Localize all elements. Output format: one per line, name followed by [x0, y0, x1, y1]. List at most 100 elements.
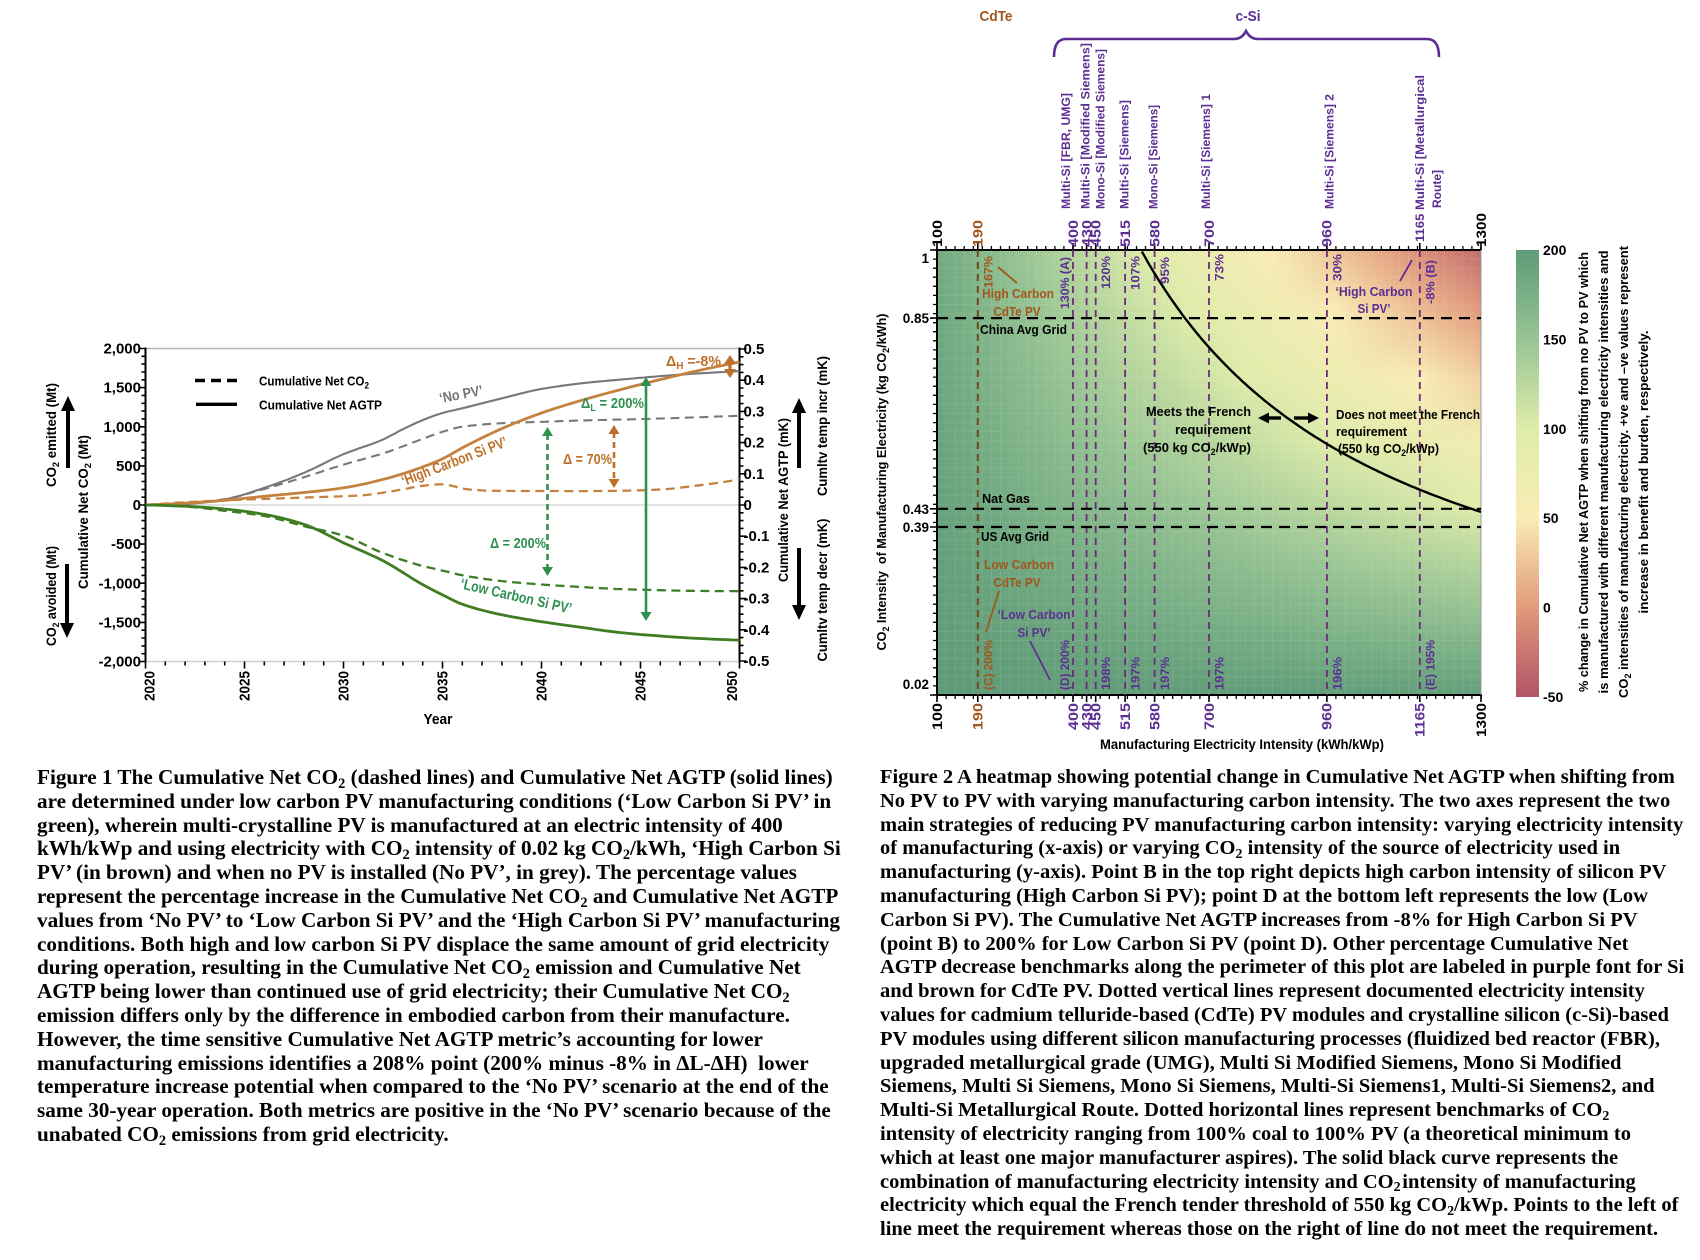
svg-text:120%: 120%	[1099, 256, 1113, 289]
svg-text:Manufacturing Electricity Inte: Manufacturing Electricity Intensity (kWh…	[1100, 737, 1384, 753]
svg-text:Does not meet the French: Does not meet the French	[1336, 407, 1480, 422]
svg-text:30%: 30%	[1330, 254, 1344, 281]
svg-text:Route]: Route]	[1430, 170, 1444, 208]
svg-text:197%: 197%	[1129, 657, 1143, 690]
svg-text:196%: 196%	[1330, 657, 1344, 690]
svg-text:130% (A): 130% (A)	[1058, 257, 1072, 309]
svg-text:1165 Multi-Si [Metallurgical: 1165 Multi-Si [Metallurgical	[1413, 75, 1427, 242]
svg-text:CO2 Intensity of Manufacturin: CO2 Intensity of Manufacturing Electrici…	[874, 313, 891, 650]
svg-text:960: 960	[1320, 220, 1335, 247]
svg-text:c-Si: c-Si	[1236, 8, 1261, 25]
svg-text:515: 515	[1118, 219, 1133, 247]
svg-text:430: 430	[1079, 220, 1094, 247]
svg-text:High Carbon: High Carbon	[982, 287, 1054, 301]
svg-text:0.2: 0.2	[744, 435, 765, 452]
svg-text:50: 50	[1543, 510, 1559, 526]
svg-text:-0.2: -0.2	[744, 559, 770, 576]
svg-text:Cumulative Net CO2: Cumulative Net CO2	[259, 374, 369, 391]
svg-text:700: 700	[1202, 220, 1217, 247]
svg-text:515: 515	[1118, 702, 1133, 730]
svg-text:Cumulative Net CO2 (Mt): Cumulative Net CO2 (Mt)	[76, 435, 94, 589]
svg-text:580: 580	[1147, 703, 1162, 730]
svg-text:CdTe: CdTe	[980, 8, 1013, 25]
svg-text:(D) 200%: (D) 200%	[1058, 640, 1072, 690]
svg-text:1: 1	[921, 251, 929, 266]
svg-text:2035: 2035	[436, 671, 452, 701]
svg-text:400: 400	[1066, 220, 1081, 247]
svg-text:167%: 167%	[981, 256, 995, 288]
svg-text:150: 150	[1543, 331, 1567, 347]
svg-text:200: 200	[1543, 242, 1567, 258]
svg-text:0.39: 0.39	[903, 520, 929, 535]
svg-text:100: 100	[1543, 421, 1567, 437]
svg-text:2025: 2025	[238, 671, 254, 701]
svg-text:Multi-Si [Siemens] 1: Multi-Si [Siemens] 1	[1199, 94, 1213, 209]
svg-text:Multi-Si [FBR, UMG]: Multi-Si [FBR, UMG]	[1059, 93, 1073, 209]
svg-text:73%: 73%	[1213, 254, 1227, 281]
svg-text:1165: 1165	[1413, 702, 1428, 737]
svg-text:2,000: 2,000	[103, 341, 141, 358]
svg-text:500: 500	[116, 458, 141, 475]
svg-text:580: 580	[1147, 220, 1162, 247]
svg-text:is manufactured with different: is manufactured with different manufactu…	[1596, 251, 1611, 694]
svg-text:(E) 195%: (E) 195%	[1423, 640, 1437, 690]
svg-text:-8% (B): -8% (B)	[1423, 260, 1437, 304]
svg-text:197%: 197%	[1213, 657, 1227, 690]
svg-text:190: 190	[971, 703, 986, 730]
svg-text:2040: 2040	[535, 671, 551, 701]
svg-text:requirement: requirement	[1336, 424, 1408, 439]
svg-text:Year: Year	[424, 711, 453, 728]
svg-text:China Avg Grid: China Avg Grid	[980, 323, 1067, 337]
svg-text:Cumulative Net AGTP: Cumulative Net AGTP	[259, 397, 382, 412]
svg-text:% change in Cumulative Net AGT: % change in Cumulative Net AGTP when shi…	[1576, 252, 1591, 692]
svg-text:0.4: 0.4	[744, 372, 766, 389]
svg-text:0.1: 0.1	[744, 466, 765, 483]
svg-text:2030: 2030	[337, 671, 353, 701]
svg-text:CdTe PV: CdTe PV	[994, 305, 1042, 319]
svg-text:ΔL = 200%: ΔL = 200%	[581, 395, 644, 414]
svg-text:Si PV’: Si PV’	[1358, 302, 1391, 316]
svg-text:Mono-Si [Modified Siemens]: Mono-Si [Modified Siemens]	[1094, 49, 1108, 209]
svg-text:Cumulative Net AGTP (mK): Cumulative Net AGTP (mK)	[776, 418, 791, 582]
svg-text:0: 0	[744, 497, 752, 514]
svg-text:Cumltv temp incr (mK): Cumltv temp incr (mK)	[815, 356, 830, 496]
svg-text:CO2 emitted (Mt): CO2 emitted (Mt)	[44, 383, 62, 487]
svg-text:-0.3: -0.3	[744, 591, 770, 608]
svg-text:Multi-Si [Siemens]: Multi-Si [Siemens]	[1117, 100, 1131, 209]
svg-text:2045: 2045	[634, 671, 650, 701]
svg-text:‘High Carbon: ‘High Carbon	[1336, 285, 1413, 299]
svg-text:2050: 2050	[725, 671, 741, 701]
svg-text:450: 450	[1088, 220, 1103, 247]
svg-text:Nat Gas: Nat Gas	[982, 492, 1030, 506]
svg-text:0.3: 0.3	[744, 403, 765, 420]
svg-text:CO2 intensities of manufacturi: CO2 intensities of manufacturing electri…	[1616, 245, 1633, 698]
svg-text:Mono-Si [Siemens]: Mono-Si [Siemens]	[1146, 105, 1160, 209]
svg-text:1,000: 1,000	[103, 419, 141, 436]
svg-text:400: 400	[1066, 703, 1081, 730]
svg-text:100: 100	[930, 703, 945, 730]
svg-text:107%: 107%	[1129, 256, 1143, 290]
svg-text:Δ = 70%: Δ = 70%	[563, 451, 612, 468]
svg-text:1,500: 1,500	[103, 380, 141, 397]
svg-text:(C) 200%: (C) 200%	[981, 640, 995, 690]
svg-text:Δ = 200%: Δ = 200%	[490, 535, 546, 552]
svg-text:‘Low Carbon: ‘Low Carbon	[998, 608, 1071, 622]
svg-text:197%: 197%	[1158, 657, 1172, 690]
svg-text:CO2 avoided (Mt): CO2 avoided (Mt)	[44, 546, 62, 646]
svg-text:0: 0	[1543, 600, 1551, 616]
svg-text:0: 0	[133, 497, 141, 514]
svg-text:190: 190	[971, 220, 986, 247]
svg-text:450: 450	[1088, 703, 1103, 730]
svg-text:1300: 1300	[1474, 213, 1489, 247]
svg-text:Multi-Si [Siemens] 2: Multi-Si [Siemens] 2	[1322, 94, 1336, 209]
svg-text:0.02: 0.02	[903, 677, 929, 692]
svg-text:430: 430	[1079, 703, 1094, 730]
svg-text:Cumltv temp decr (mK): Cumltv temp decr (mK)	[815, 519, 830, 662]
svg-text:1300: 1300	[1474, 703, 1489, 737]
svg-text:-0.1: -0.1	[744, 528, 770, 545]
svg-text:0.5: 0.5	[744, 341, 765, 358]
svg-text:Multi-Si [Modified Siemens]: Multi-Si [Modified Siemens]	[1079, 43, 1093, 209]
svg-text:-0.4: -0.4	[744, 622, 771, 639]
svg-text:100: 100	[930, 220, 945, 247]
svg-text:960: 960	[1320, 703, 1335, 730]
